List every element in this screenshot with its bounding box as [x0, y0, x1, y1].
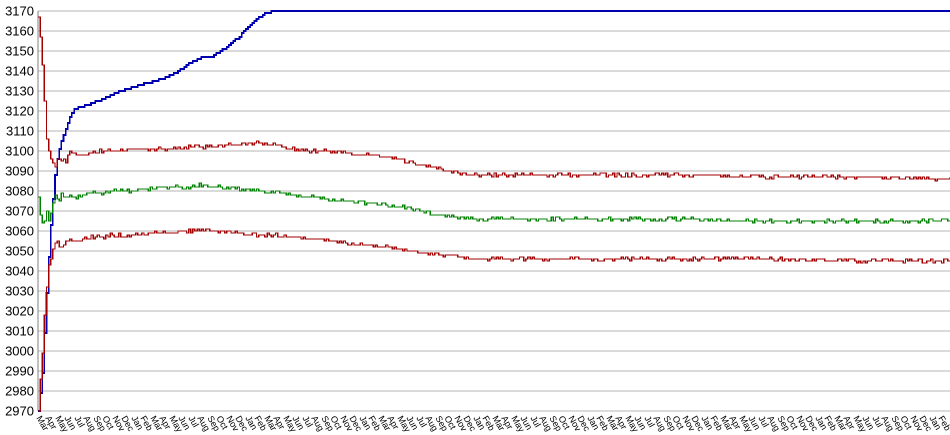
y-tick-label: 3100: [5, 143, 34, 159]
y-tick-label: 3170: [5, 3, 34, 19]
series-line-blue-upper: [38, 10, 950, 412]
y-tick-label: 2990: [5, 363, 34, 379]
y-tick-label: 2980: [5, 383, 34, 399]
y-tick-label: 3030: [5, 283, 34, 299]
y-tick-label: 3080: [5, 183, 34, 199]
series-line-green-middle: [38, 182, 950, 224]
y-tick-label: 3050: [5, 243, 34, 259]
y-tick-label: 3090: [5, 163, 34, 179]
y-tick-label: 3060: [5, 223, 34, 239]
y-axis-tick-labels: 2970 2980 2990 3000 3010 3020 3030 3040 3050 3060…: [0, 0, 34, 435]
gridlines: [38, 10, 950, 412]
y-tick-label: 3110: [6, 123, 34, 139]
series-line-red-lower: [38, 228, 950, 412]
y-tick-label: 3000: [5, 343, 34, 359]
y-tick-label: 3010: [5, 323, 34, 339]
y-tick-label: 3070: [5, 203, 34, 219]
y-tick-label: 2970: [5, 403, 34, 419]
series-line-red-upper: [38, 16, 950, 182]
y-tick-label: 3040: [5, 263, 34, 279]
series-lines: [38, 10, 950, 412]
y-tick-label: 3130: [5, 83, 34, 99]
y-tick-label: 3140: [5, 63, 34, 79]
y-tick-label: 3150: [5, 43, 34, 59]
y-tick-label: 3160: [5, 23, 34, 39]
y-tick-label: 3120: [5, 103, 34, 119]
y-tick-label: 3020: [5, 303, 34, 319]
